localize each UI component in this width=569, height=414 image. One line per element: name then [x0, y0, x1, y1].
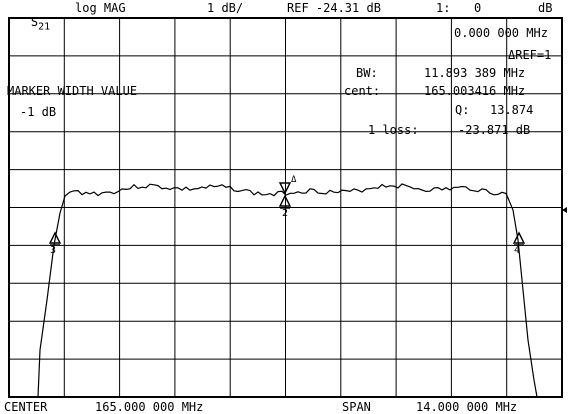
marker-width-value: -1 dB — [20, 105, 57, 119]
marker-3-triangle — [48, 231, 62, 244]
bw-label: BW: — [356, 66, 378, 80]
ref-label: REF -24.31 dB — [287, 1, 381, 15]
marker-freq-readout: 0.000 000 MHz — [454, 26, 548, 40]
delta-ref-readout: ΔREF=1 — [508, 48, 552, 62]
marker-delta-triangle — [278, 182, 292, 195]
scale-label: 1 dB/ — [207, 1, 244, 15]
measurement-trace — [37, 183, 538, 398]
marker-2-label: 2 — [282, 208, 289, 219]
cent-value: 165.003416 MHz — [424, 84, 526, 98]
reference-level-marker — [562, 207, 567, 213]
marker-unit-label: dB — [538, 1, 553, 15]
marker-id-label: 1: — [436, 1, 451, 15]
span-value: 14.000 000 MHz — [416, 400, 518, 414]
q-value: 13.874 — [490, 103, 534, 117]
cent-label: cent: — [344, 84, 381, 98]
span-label: SPAN — [342, 400, 371, 414]
parameter-label: S21 — [2, 1, 50, 48]
delta-marker-label: Δ — [291, 175, 297, 185]
loss-value: -23.871 dB — [458, 123, 531, 137]
marker-2-triangle — [278, 194, 292, 207]
q-label: Q: — [455, 103, 470, 117]
marker-4-label: 4 — [514, 245, 521, 256]
param-name: S — [30, 15, 39, 29]
center-value: 165.000 000 MHz — [95, 400, 204, 414]
marker-3-label: 3 — [50, 245, 57, 256]
format-label: log MAG — [75, 1, 126, 15]
marker-value-label: 0 — [474, 1, 482, 15]
loss-label: 1 loss: — [368, 123, 419, 137]
marker-4-triangle — [512, 231, 526, 244]
param-sub: 21 — [38, 21, 51, 33]
marker-width-title: MARKER WIDTH VALUE — [7, 84, 138, 98]
center-label: CENTER — [4, 400, 48, 414]
bw-value: 11.893 389 MHz — [424, 66, 526, 80]
